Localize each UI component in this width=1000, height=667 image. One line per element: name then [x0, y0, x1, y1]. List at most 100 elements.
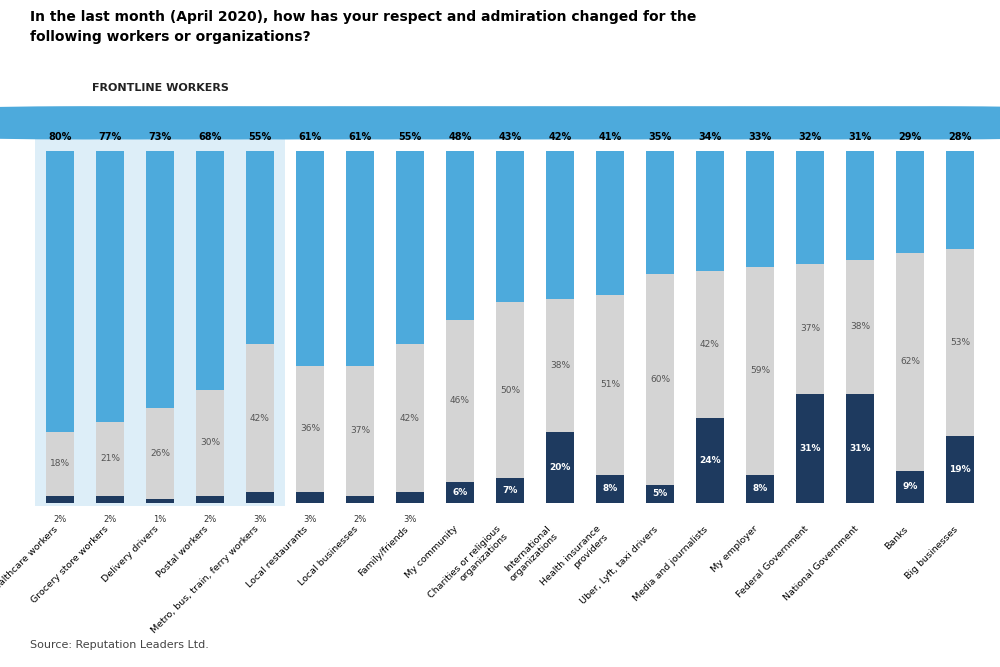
- Circle shape: [335, 107, 785, 139]
- Bar: [296, 151, 324, 366]
- Text: 35%: 35%: [648, 132, 672, 142]
- Bar: [546, 432, 574, 503]
- Text: 3%: 3%: [303, 515, 317, 524]
- Text: 53%: 53%: [950, 338, 970, 347]
- Circle shape: [435, 107, 885, 139]
- Bar: [696, 151, 724, 271]
- Circle shape: [0, 107, 385, 139]
- Text: 80%: 80%: [48, 132, 72, 142]
- Circle shape: [235, 107, 685, 139]
- Text: 29%: 29%: [898, 132, 922, 142]
- Text: 2%: 2%: [53, 515, 67, 524]
- Text: 37%: 37%: [800, 324, 820, 333]
- Text: 55%: 55%: [248, 132, 272, 142]
- Bar: [296, 492, 324, 503]
- Text: 33%: 33%: [748, 132, 772, 142]
- Bar: [596, 474, 624, 503]
- Bar: [46, 496, 74, 503]
- Bar: [596, 151, 624, 295]
- Bar: [96, 151, 124, 422]
- Text: 26%: 26%: [150, 449, 170, 458]
- Bar: [846, 394, 874, 503]
- Circle shape: [685, 107, 1000, 139]
- Text: FRONTLINE WORKERS: FRONTLINE WORKERS: [92, 83, 228, 93]
- Bar: [146, 408, 174, 499]
- Bar: [846, 260, 874, 394]
- Text: 21%: 21%: [100, 454, 120, 463]
- Bar: [896, 471, 924, 503]
- Text: Source: Reputation Leaders Ltd.: Source: Reputation Leaders Ltd.: [30, 640, 209, 650]
- Text: 19%: 19%: [949, 465, 971, 474]
- Text: 73%: 73%: [148, 132, 172, 142]
- Bar: [96, 496, 124, 503]
- Bar: [246, 151, 274, 344]
- Text: 6%: 6%: [452, 488, 468, 497]
- Text: 2%: 2%: [353, 515, 367, 524]
- Text: 32%: 32%: [798, 132, 822, 142]
- Bar: [896, 151, 924, 253]
- Text: 68%: 68%: [198, 132, 222, 142]
- Circle shape: [635, 107, 1000, 139]
- Bar: [546, 151, 574, 299]
- Circle shape: [35, 107, 485, 139]
- Text: 8%: 8%: [752, 484, 768, 493]
- Circle shape: [285, 107, 735, 139]
- Circle shape: [735, 107, 1000, 139]
- Text: 43%: 43%: [498, 132, 522, 142]
- Bar: [96, 422, 124, 496]
- Bar: [746, 267, 774, 474]
- Bar: [46, 151, 74, 432]
- Circle shape: [535, 107, 985, 139]
- Bar: [396, 492, 424, 503]
- Text: 50%: 50%: [500, 386, 520, 395]
- Circle shape: [85, 107, 535, 139]
- Circle shape: [0, 107, 285, 139]
- Text: In the last month (April 2020), how has your respect and admiration changed for : In the last month (April 2020), how has …: [30, 10, 696, 24]
- Text: 42%: 42%: [548, 132, 572, 142]
- Circle shape: [0, 107, 335, 139]
- Bar: [846, 151, 874, 260]
- Text: 2%: 2%: [203, 515, 217, 524]
- Bar: [446, 482, 474, 503]
- Text: 60%: 60%: [650, 375, 670, 384]
- Text: 55%: 55%: [398, 132, 422, 142]
- Bar: [246, 492, 274, 503]
- Bar: [496, 478, 524, 503]
- Circle shape: [585, 107, 1000, 139]
- Bar: [396, 151, 424, 344]
- Bar: [346, 366, 374, 496]
- Text: 28%: 28%: [948, 132, 972, 142]
- Bar: [546, 299, 574, 432]
- Text: 38%: 38%: [550, 361, 570, 370]
- Text: 31%: 31%: [849, 444, 871, 453]
- Bar: [696, 271, 724, 418]
- Text: 9%: 9%: [902, 482, 918, 492]
- FancyBboxPatch shape: [35, 133, 285, 506]
- Bar: [346, 151, 374, 366]
- Text: 7%: 7%: [502, 486, 518, 495]
- Bar: [946, 436, 974, 503]
- Text: 41%: 41%: [598, 132, 622, 142]
- Circle shape: [185, 107, 635, 139]
- Text: 36%: 36%: [300, 424, 320, 434]
- Bar: [746, 151, 774, 267]
- Bar: [496, 302, 524, 478]
- Bar: [296, 366, 324, 492]
- Text: 48%: 48%: [448, 132, 472, 142]
- Text: 24%: 24%: [699, 456, 721, 465]
- Bar: [396, 344, 424, 492]
- Bar: [746, 474, 774, 503]
- Text: 1%: 1%: [153, 515, 167, 524]
- Circle shape: [485, 107, 935, 139]
- Bar: [596, 295, 624, 474]
- Bar: [646, 274, 674, 485]
- Text: 77%: 77%: [98, 132, 122, 142]
- Text: 3%: 3%: [403, 515, 417, 524]
- Text: 18%: 18%: [50, 460, 70, 468]
- Text: 2%: 2%: [103, 515, 117, 524]
- Text: 20%: 20%: [549, 463, 571, 472]
- Text: 34%: 34%: [698, 132, 722, 142]
- Text: 38%: 38%: [850, 322, 870, 331]
- Text: 31%: 31%: [799, 444, 821, 453]
- Bar: [346, 496, 374, 503]
